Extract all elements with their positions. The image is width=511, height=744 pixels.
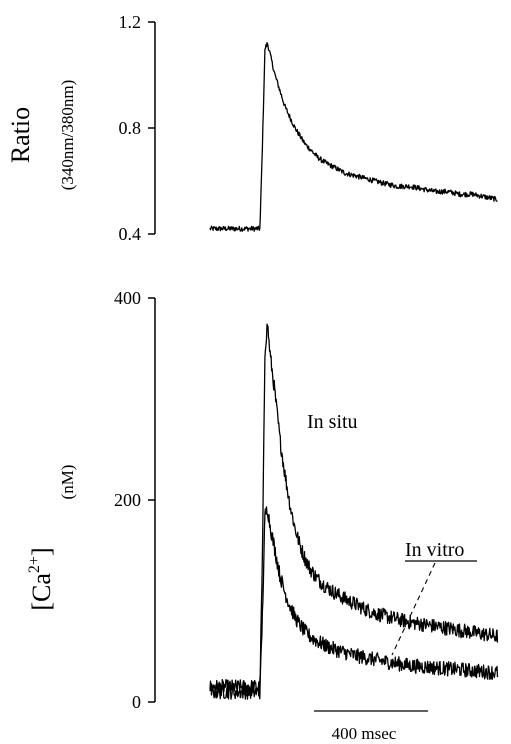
time-scale-bar-label: 400 msec xyxy=(332,724,397,743)
calcium-trace-in-situ xyxy=(209,323,499,695)
calcium-y-tick-label: 0 xyxy=(132,692,141,712)
calcium-y-label-base: [Ca xyxy=(27,573,56,611)
in-vitro-leader-line xyxy=(391,562,436,656)
calcium-y-label-close: ] xyxy=(27,547,56,556)
ratio-y-tick-label: 1.2 xyxy=(119,12,142,32)
calcium-y-ticks: 0 200 400 xyxy=(114,288,155,712)
calcium-y-tick-label: 200 xyxy=(114,490,141,510)
calcium-y-label: [Ca2+] xyxy=(26,547,56,610)
calcium-y-tick-label: 400 xyxy=(114,288,141,308)
ratio-trace-group xyxy=(209,42,498,232)
ratio-y-tick-label: 0.8 xyxy=(119,118,142,138)
calcium-panel: 0 200 400 [Ca2+] (nM) In situ In vitro 400… xyxy=(26,288,499,743)
ratio-y-label: Ratio xyxy=(6,107,35,163)
in-situ-label: In situ xyxy=(307,411,358,433)
ratio-y-ticks: 0.4 0.8 1.2 xyxy=(119,12,155,244)
calcium-trace-in-vitro xyxy=(209,506,499,700)
ratio-panel: 0.4 0.8 1.2 Ratio (340nm/380nm) xyxy=(6,12,498,244)
ratio-trace-ratio xyxy=(209,42,498,232)
ratio-y-tick-label: 0.4 xyxy=(119,224,142,244)
calcium-y-label-superscript: 2+ xyxy=(26,556,43,573)
calcium-trace-group xyxy=(209,323,499,700)
calcium-y-unit: (nM) xyxy=(58,465,77,500)
in-vitro-label: In vitro xyxy=(405,539,464,561)
ratio-y-sublabel: (340nm/380nm) xyxy=(58,80,77,191)
